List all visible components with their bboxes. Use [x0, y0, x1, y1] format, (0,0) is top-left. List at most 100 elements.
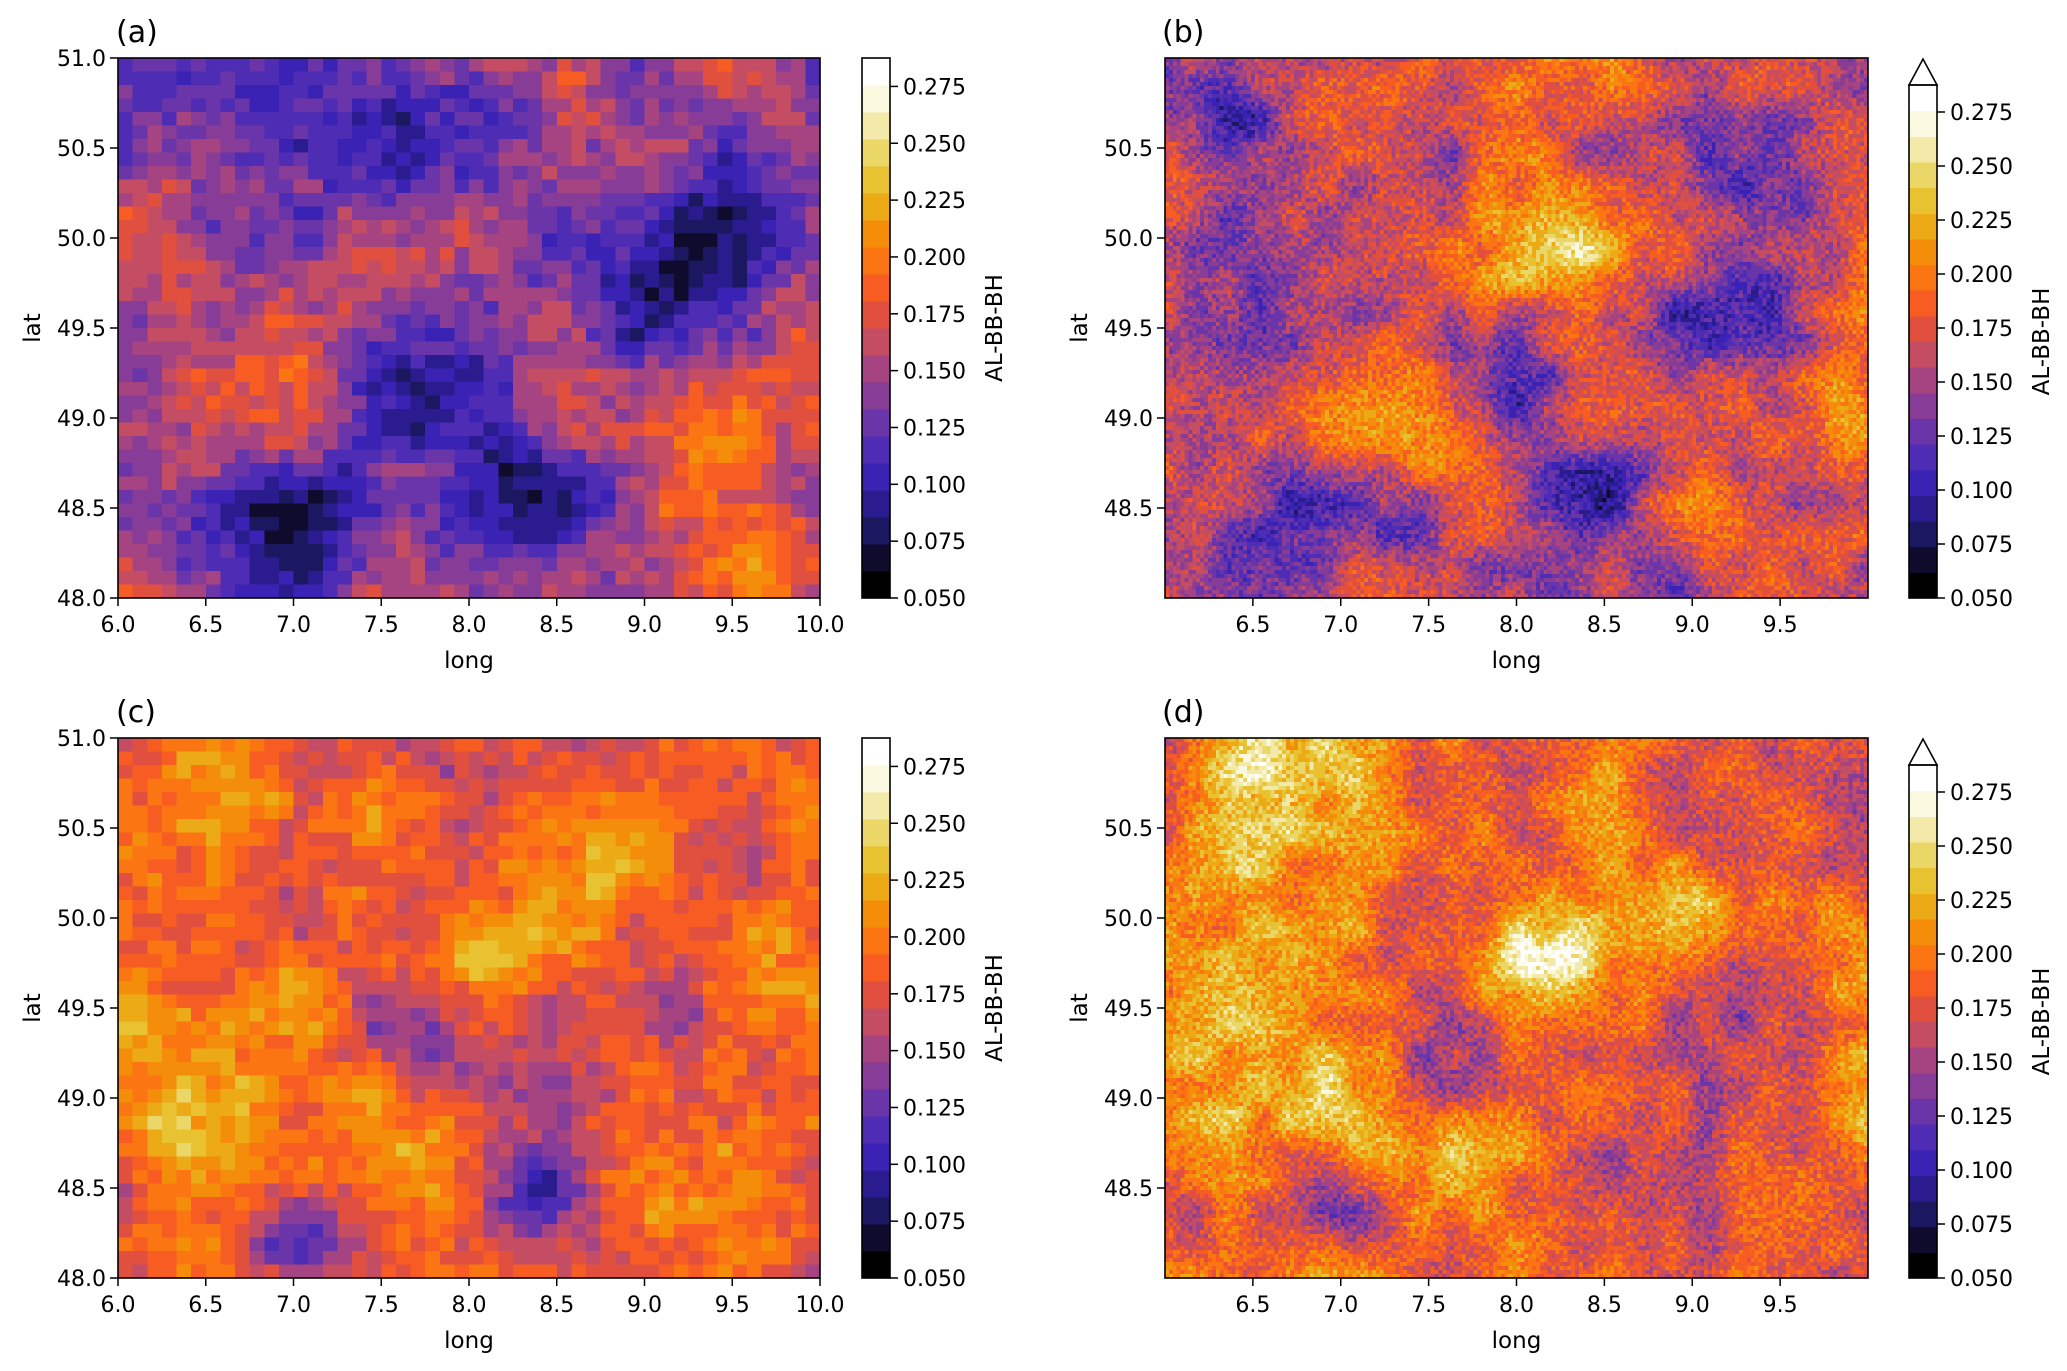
colorbar-level — [1909, 392, 1937, 419]
panel-label: (c) — [116, 695, 156, 730]
colorbar-level — [1909, 816, 1937, 843]
x-tick-label: 7.5 — [364, 613, 399, 638]
colorbar-level — [1909, 1226, 1937, 1253]
panel-label: (b) — [1162, 15, 1204, 50]
colorbar-frame — [861, 57, 891, 599]
x-tick-label: 9.0 — [627, 1293, 662, 1318]
x-tick-label: 6.0 — [101, 613, 136, 638]
y-tick-label: 50.5 — [1104, 817, 1153, 842]
colorbar-tick-label: 0.100 — [903, 1153, 966, 1178]
x-tick-label: 9.0 — [627, 613, 662, 638]
x-tick-label: 9.5 — [715, 613, 750, 638]
x-tick-label: 6.5 — [188, 1293, 223, 1318]
x-tick-label: 8.5 — [539, 1293, 574, 1318]
colorbar-tick-label: 0.075 — [1950, 533, 2013, 558]
colorbar-level — [862, 792, 890, 820]
colorbar-label: AL-BB-BH — [982, 954, 1008, 1062]
y-axis-label: lat — [1067, 993, 1093, 1023]
y-tick-label: 49.5 — [1104, 317, 1153, 342]
x-tick-label: 8.0 — [1499, 1293, 1534, 1318]
colorbar-level — [1909, 161, 1937, 189]
colorbar-tick-label: 0.275 — [903, 75, 966, 100]
colorbar-tick-label: 0.250 — [1950, 835, 2013, 860]
colorbar-level — [1909, 367, 1937, 394]
colorbar-label: AL-BB-BH — [2029, 288, 2055, 396]
x-tick-label: 9.0 — [1675, 613, 1710, 638]
colorbar-level — [1909, 315, 1937, 342]
colorbar — [862, 738, 890, 1279]
panel-c: (c) 6.0 6.5 7.0 7.5 8.0 8.5 9.0 9.5 10.0 48.0 48.5 4… — [20, 695, 1008, 1354]
colorbar-level — [862, 819, 890, 847]
x-axis-label: long — [1492, 1328, 1542, 1354]
colorbar-tick-label: 0.075 — [903, 530, 966, 555]
x-tick-label: 7.0 — [1323, 1293, 1358, 1318]
colorbar-level — [1909, 213, 1937, 240]
colorbar-level — [1909, 1047, 1937, 1074]
y-axis-label: lat — [20, 313, 46, 343]
colorbar-level — [1909, 264, 1937, 291]
x-tick-label: 7.0 — [276, 613, 311, 638]
colorbar-level — [862, 409, 890, 437]
x-tick-label: 8.5 — [1587, 1293, 1622, 1318]
colorbar-tick-label: 0.050 — [903, 587, 966, 612]
colorbar-level — [1909, 893, 1937, 920]
panel-label: (a) — [116, 15, 158, 50]
colorbar-level — [862, 436, 890, 464]
x-tick-label: 6.5 — [1235, 1293, 1270, 1318]
y-tick-label: 49.0 — [57, 1087, 106, 1112]
heatmap-cells — [1165, 58, 1869, 599]
colorbar-level — [862, 738, 890, 766]
colorbar-level — [1909, 1072, 1937, 1099]
colorbar-tick-label: 0.125 — [1950, 1105, 2013, 1130]
colorbar — [1909, 85, 1937, 599]
y-tick-label: 48.5 — [1104, 1177, 1153, 1202]
x-tick-label: 8.0 — [452, 1293, 487, 1318]
y-tick-label: 48.0 — [57, 587, 106, 612]
x-tick-label: 10.0 — [796, 1293, 845, 1318]
y-tick-label: 49.0 — [1104, 407, 1153, 432]
colorbar-level — [862, 1008, 890, 1036]
heatmap-cells — [118, 738, 821, 1279]
x-tick-label: 9.5 — [1763, 1293, 1798, 1318]
x-tick-label: 9.5 — [1763, 613, 1798, 638]
colorbar-tick-label: 0.200 — [1950, 263, 2013, 288]
y-tick-label: 50.0 — [57, 907, 106, 932]
colorbar-level — [1909, 238, 1937, 266]
y-tick-label: 49.5 — [57, 317, 106, 342]
y-tick-label: 49.0 — [57, 407, 106, 432]
colorbar-tick-label: 0.275 — [903, 755, 966, 780]
colorbar-label: AL-BB-BH — [2029, 968, 2055, 1076]
colorbar-tick-label: 0.225 — [1950, 889, 2013, 914]
colorbar-level — [1909, 918, 1937, 946]
colorbar-tick-label: 0.150 — [1950, 371, 2013, 396]
x-tick-label: 7.0 — [1323, 613, 1358, 638]
colorbar-level — [1909, 1201, 1937, 1228]
colorbar-tick-label: 0.175 — [903, 983, 966, 1008]
colorbar-level — [862, 328, 890, 356]
colorbar-tick-label: 0.250 — [903, 132, 966, 157]
x-tick-label: 6.5 — [188, 613, 223, 638]
colorbar-level — [1909, 1124, 1937, 1151]
colorbar — [862, 58, 890, 599]
colorbar-level — [862, 382, 890, 410]
colorbar-level — [862, 954, 890, 982]
colorbar-tick-label: 0.250 — [1950, 155, 2013, 180]
x-tick-label: 9.0 — [1675, 1293, 1710, 1318]
x-tick-label: 7.0 — [276, 1293, 311, 1318]
colorbar-tick-label: 0.050 — [1950, 1267, 2013, 1292]
y-tick-label: 50.0 — [1104, 227, 1153, 252]
x-tick-label: 6.5 — [1235, 613, 1270, 638]
colorbar-tick-label: 0.225 — [903, 189, 966, 214]
y-tick-label: 48.5 — [57, 1177, 106, 1202]
colorbar-level — [862, 58, 890, 86]
colorbar-tick-label: 0.100 — [1950, 479, 2013, 504]
colorbar-tick-label: 0.125 — [1950, 425, 2013, 450]
y-tick-label: 50.0 — [57, 227, 106, 252]
colorbar — [1909, 765, 1937, 1279]
colorbar-level — [1909, 85, 1937, 112]
colorbar-tick-label: 0.200 — [903, 246, 966, 271]
panel-label: (d) — [1162, 695, 1204, 730]
colorbar-level — [862, 1197, 890, 1225]
colorbar-level — [862, 544, 890, 572]
